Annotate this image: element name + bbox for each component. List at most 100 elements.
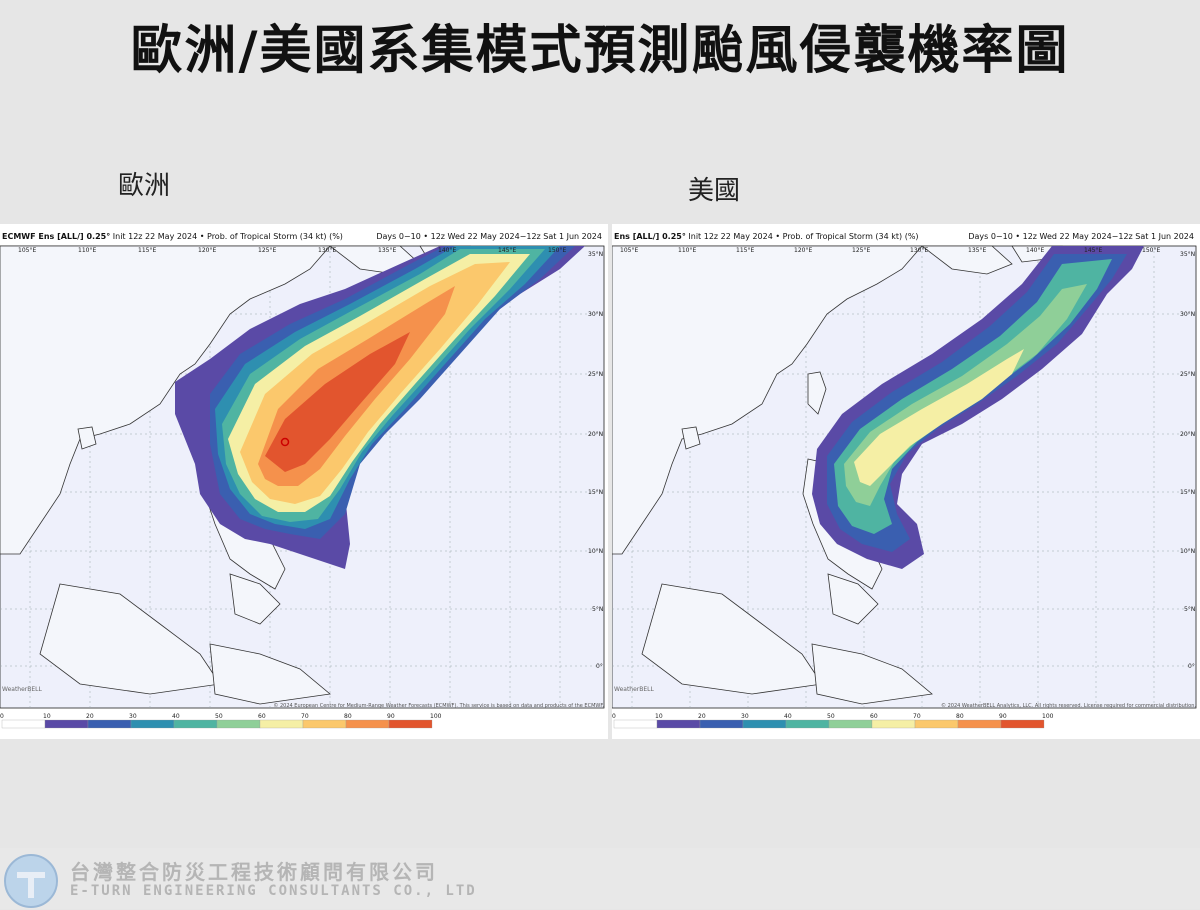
colorbar-segment	[173, 719, 218, 729]
lon-label: 110°E	[78, 247, 96, 254]
colorbar-tick-label: 70	[913, 713, 921, 720]
lat-label: 25°N	[1180, 371, 1195, 378]
lat-label: 30°N	[588, 311, 603, 318]
lat-label: 15°N	[1180, 489, 1195, 496]
lon-label: 120°E	[198, 247, 216, 254]
colorbar-tick-label: 80	[956, 713, 964, 720]
lon-label: 135°E	[968, 247, 986, 254]
colorbar-segment	[1000, 719, 1045, 729]
company-name-en: E-TURN ENGINEERING CONSULTANTS CO., LTD	[70, 883, 477, 899]
map-days-text: Days 0−10 • 12z Wed 22 May 2024−12z Sat …	[968, 232, 1194, 241]
us-probability-map: Ens [ALL/] 0.25° Init 12z 22 May 2024 • …	[612, 224, 1200, 739]
lon-label: 150°E	[1142, 247, 1160, 254]
colorbar-tick-label: 0	[612, 713, 616, 720]
lon-label: 120°E	[794, 247, 812, 254]
colorbar-tick-label: 100	[430, 713, 442, 720]
colorbar-tick-label: 50	[827, 713, 835, 720]
colorbar-segment	[388, 719, 433, 729]
map-header: Ens [ALL/] 0.25° Init 12z 22 May 2024 • …	[612, 232, 1200, 246]
lon-label: 135°E	[378, 247, 396, 254]
lon-label: 115°E	[736, 247, 754, 254]
weatherbell-logo-text: WeatherBELL	[614, 686, 654, 693]
axis-labels: 105°E 110°E 115°E 120°E 125°E 130°E 135°…	[18, 247, 603, 670]
lon-label: 115°E	[138, 247, 156, 254]
lon-label: 140°E	[438, 247, 456, 254]
colorbar-tick-label: 0	[0, 713, 4, 720]
colorbar-segment	[957, 719, 1002, 729]
lat-label: 25°N	[588, 371, 603, 378]
lat-label: 30°N	[1180, 311, 1195, 318]
map-canvas: 105°E 110°E 115°E 120°E 125°E 130°E 135°…	[612, 245, 1197, 729]
colorbar-tick-label: 10	[655, 713, 663, 720]
colorbar: 0 10 20 30 40 50 60 70 80 90 100	[612, 713, 1054, 729]
ecmwf-probability-map: ECMWF Ens [ALL/] 0.25° Init 12z 22 May 2…	[0, 224, 608, 739]
colorbar-segment	[345, 719, 390, 729]
colorbar-segment	[216, 719, 261, 729]
map-credit: © 2024 European Centre for Medium-Range …	[273, 703, 604, 709]
colorbar-segment	[656, 719, 701, 729]
colorbar-segment	[130, 719, 175, 729]
colorbar-segment	[259, 719, 304, 729]
panel-label-europe: 歐洲	[118, 171, 171, 201]
lon-label: 110°E	[678, 247, 696, 254]
lon-label: 140°E	[1026, 247, 1044, 254]
footer: 台灣整合防災工程技術顧問有限公司 E-TURN ENGINEERING CONS…	[0, 848, 1200, 909]
lat-label: 5°N	[592, 606, 603, 613]
lon-label: 130°E	[318, 247, 336, 254]
colorbar-segment	[44, 719, 89, 729]
colorbar: 0 10 20 30 40 50 60 70 80 90 100	[0, 713, 442, 729]
lat-label: 10°N	[588, 548, 603, 555]
colorbar-tick-label: 50	[215, 713, 223, 720]
colorbar-tick-label: 90	[387, 713, 395, 720]
map-model-name: Ens [ALL/] 0.25°	[614, 232, 686, 241]
lat-label: 20°N	[1180, 431, 1195, 438]
colorbar-tick-label: 60	[870, 713, 878, 720]
colorbar-segment	[742, 719, 787, 729]
colorbar-segment	[1, 719, 46, 729]
lat-label: 10°N	[1180, 548, 1195, 555]
lon-label: 130°E	[910, 247, 928, 254]
lon-label: 125°E	[258, 247, 276, 254]
page-title: 歐洲/美國系集模式預測颱風侵襲機率圖	[130, 21, 1070, 81]
company-logo-icon	[4, 854, 58, 908]
colorbar-segment	[914, 719, 959, 729]
lon-label: 145°E	[1084, 247, 1102, 254]
lat-label: 35°N	[1180, 251, 1195, 258]
colorbar-tick-label: 100	[1042, 713, 1054, 720]
probability-swath	[175, 246, 585, 569]
lon-label: 105°E	[620, 247, 638, 254]
weatherbell-logo-text: WeatherBELL	[2, 686, 42, 693]
map-credit: © 2024 WeatherBELL Analytics, LLC. All r…	[941, 703, 1196, 709]
lat-label: 20°N	[588, 431, 603, 438]
lon-label: 105°E	[18, 247, 36, 254]
colorbar-tick-label: 10	[43, 713, 51, 720]
map-init-text: Init 12z 22 May 2024 • Prob. of Tropical…	[688, 232, 919, 241]
lat-label: 35°N	[588, 251, 603, 258]
colorbar-tick-label: 40	[784, 713, 792, 720]
panel-label-usa: 美國	[688, 176, 741, 206]
colorbar-tick-label: 30	[741, 713, 749, 720]
lon-label: 150°E	[548, 247, 566, 254]
axis-labels: 105°E 110°E 115°E 120°E 125°E 130°E 135°…	[620, 247, 1195, 670]
colorbar-tick-label: 80	[344, 713, 352, 720]
lat-label: 15°N	[588, 489, 603, 496]
lat-label: 0°	[1188, 663, 1195, 670]
colorbar-segment	[613, 719, 658, 729]
company-name-zh: 台灣整合防災工程技術顧問有限公司	[70, 860, 438, 884]
colorbar-segment	[828, 719, 873, 729]
probability-swath	[812, 246, 1144, 569]
colorbar-segment	[302, 719, 347, 729]
map-days-text: Days 0−10 • 12z Wed 22 May 2024−12z Sat …	[376, 232, 602, 241]
colorbar-segment	[785, 719, 830, 729]
colorbar-tick-label: 70	[301, 713, 309, 720]
map-init-text: Init 12z 22 May 2024 • Prob. of Tropical…	[112, 232, 343, 241]
lon-label: 125°E	[852, 247, 870, 254]
colorbar-segment	[87, 719, 132, 729]
lat-label: 5°N	[1184, 606, 1195, 613]
map-header: ECMWF Ens [ALL/] 0.25° Init 12z 22 May 2…	[0, 232, 608, 246]
map-canvas: 105°E 110°E 115°E 120°E 125°E 130°E 135°…	[0, 245, 605, 729]
colorbar-tick-label: 60	[258, 713, 266, 720]
colorbar-tick-label: 90	[999, 713, 1007, 720]
lon-label: 145°E	[498, 247, 516, 254]
colorbar-segment	[699, 719, 744, 729]
